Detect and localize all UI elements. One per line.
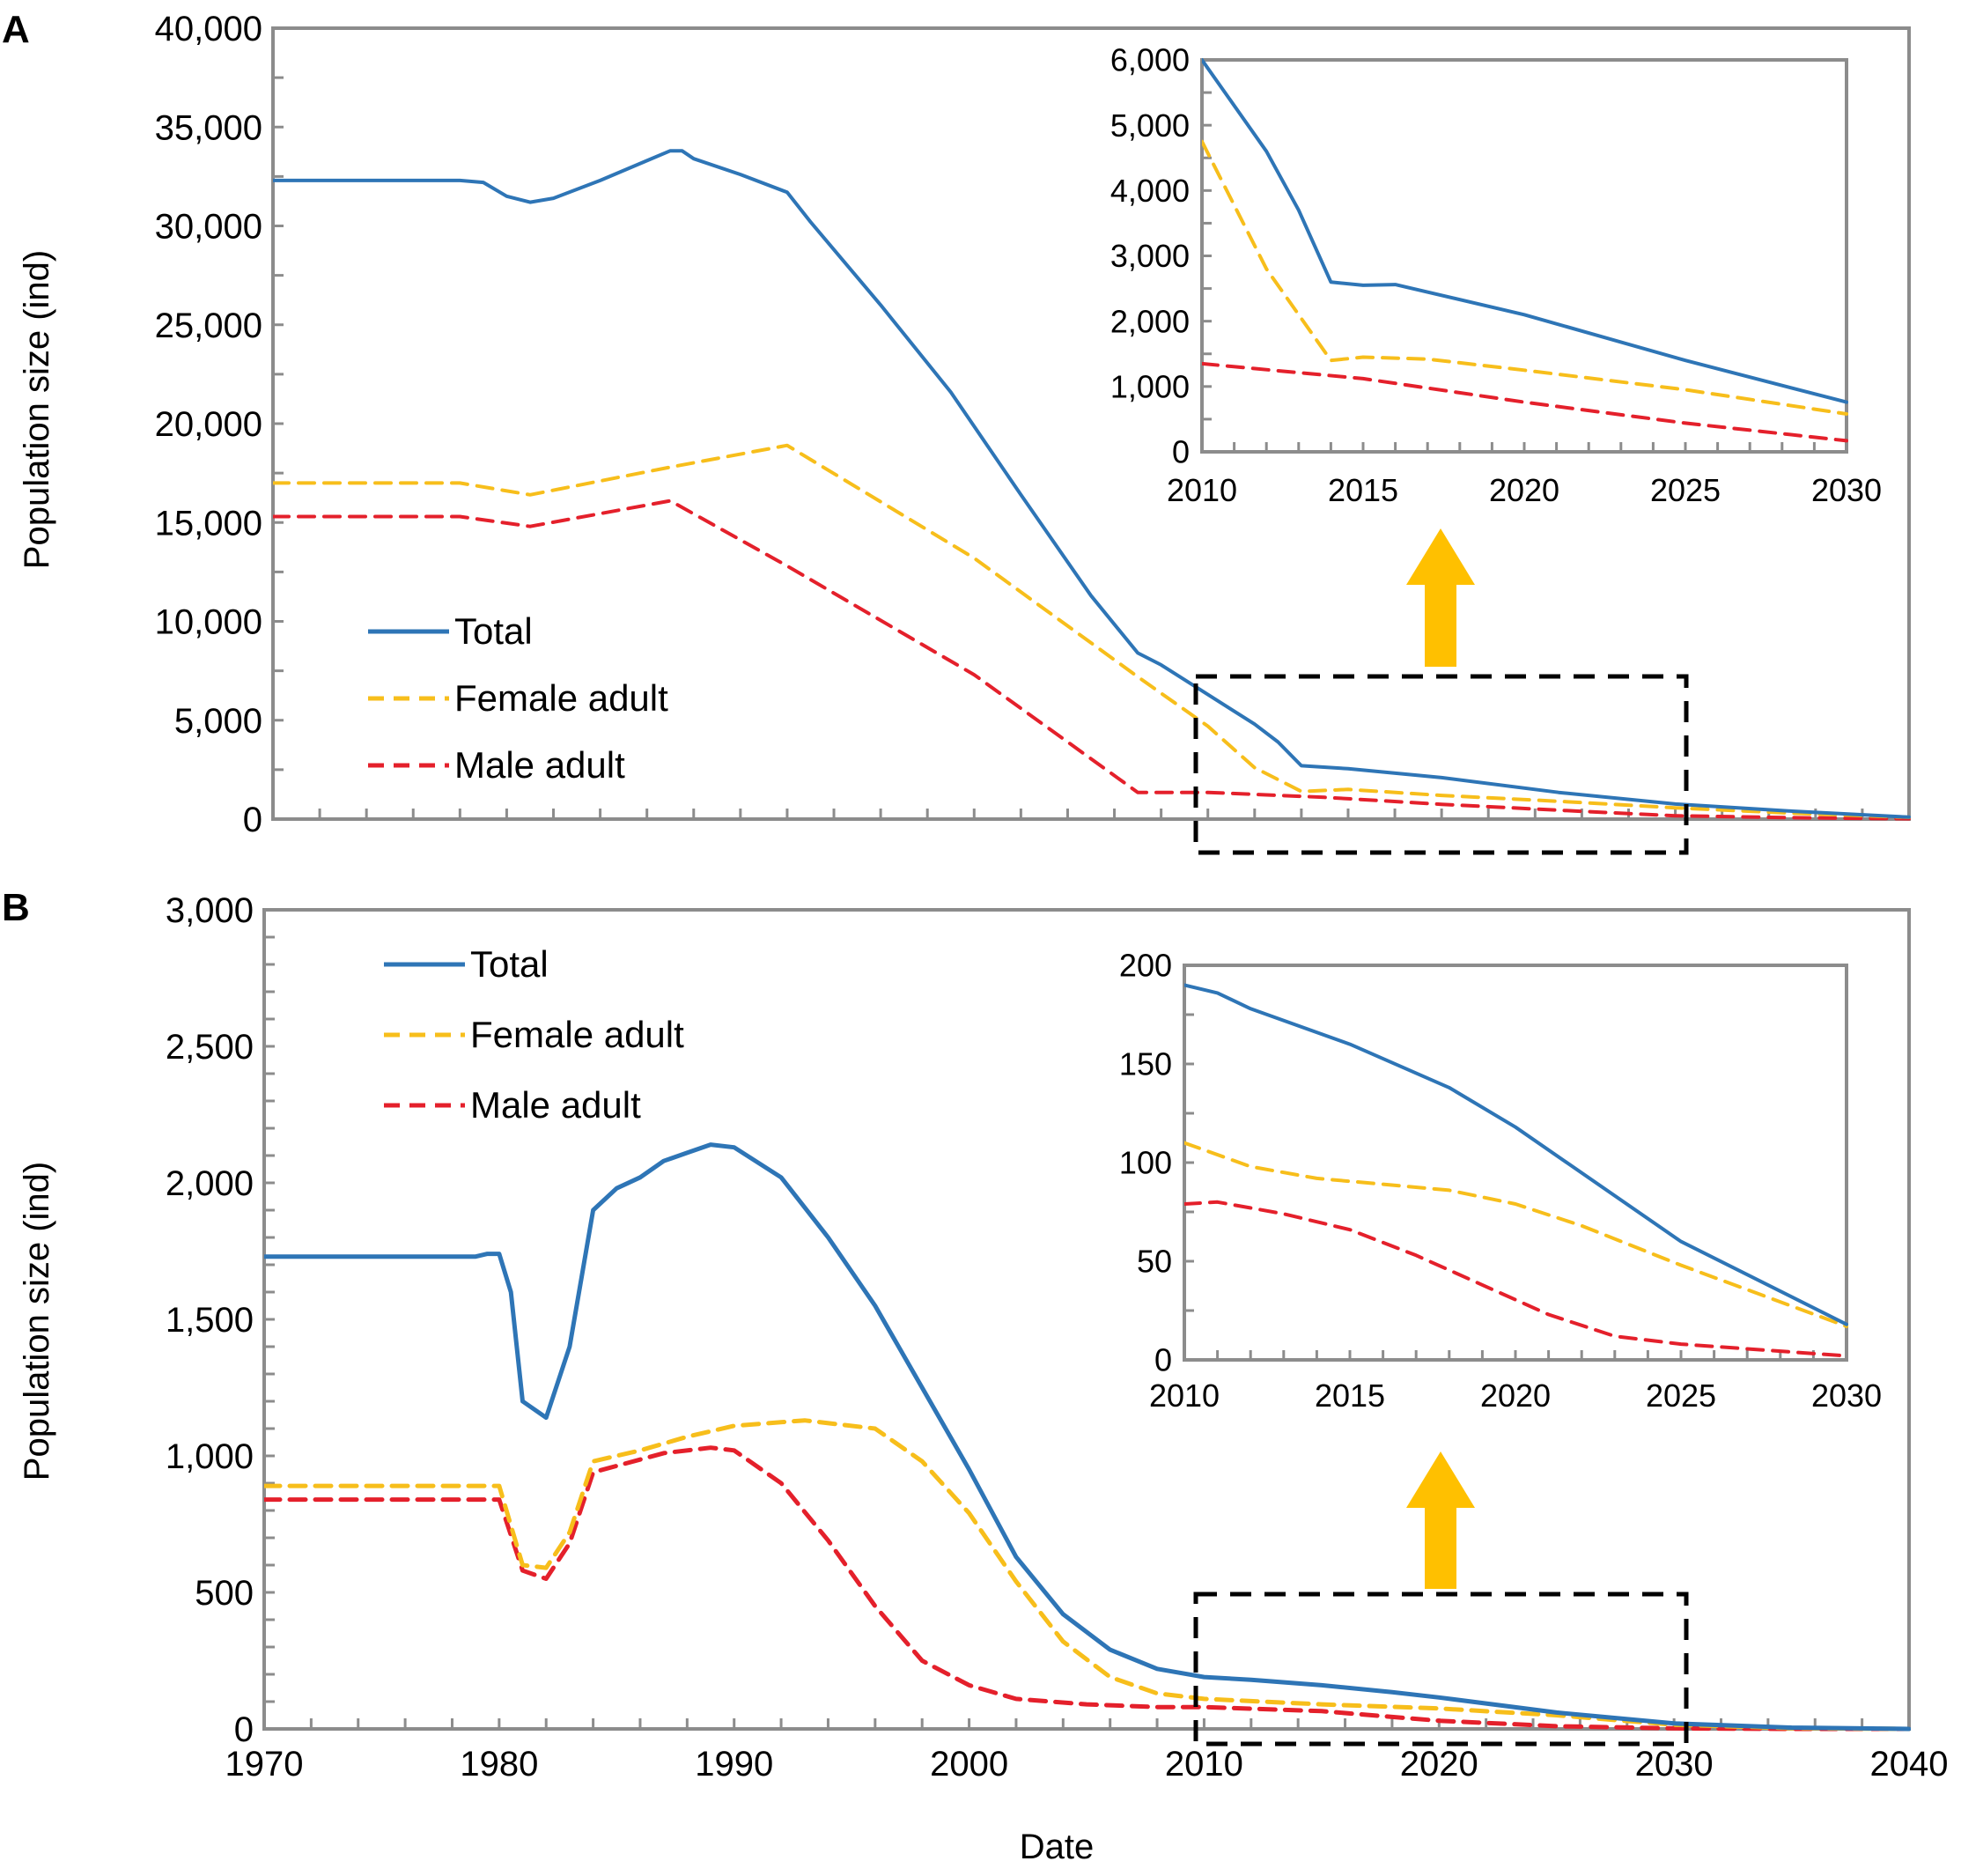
panel-a-inset-x-tick-label: 2025 [1650,472,1721,508]
panel-a-inset-x-tick-label: 2015 [1328,472,1398,508]
panel-a-inset-y-tick-label: 4,000 [1110,173,1190,209]
panel-b-y-tick-label: 3,000 [166,891,254,930]
panel-a-legend-label-female: Female adult [454,677,668,719]
panel-b-y-axis-label: Population size (ind) [18,1162,56,1481]
panel-a-series-group [273,149,1911,821]
panel-b-zoom-arrow [1406,1451,1475,1589]
panel-a-inset-series-group [1202,58,1848,443]
panel-a-inset-y-tick-label: 5,000 [1110,107,1190,144]
panel-a-inset-x-tick-label: 2020 [1489,472,1559,508]
panel-a: A Population size (ind) 0 5,000 10,000 15,0… [2,8,1911,855]
panel-a-y-tick-label: 25,000 [155,307,262,345]
panel-b-zoom-box [1193,1592,1689,1747]
panel-a-legend-label-total: Total [454,610,533,652]
panel-b-y-tick-label: 500 [195,1574,254,1613]
panel-a-series-total [273,149,1911,819]
panel-a-inset-y-tick-label: 3,000 [1110,238,1190,274]
panel-b-label: B [2,886,30,929]
panel-b-y-tick-label: 2,000 [166,1164,254,1203]
panel-a-y-tick-label: 0 [243,801,262,839]
panel-b-inset-series-group [1184,983,1848,1358]
panel-b-series-male [264,1445,1911,1732]
panel-a-y-tick-label: 5,000 [174,702,262,741]
panel-b-legend: Total Female adult Male adult [384,943,684,1126]
panel-a-inset-x-tick-label: 2010 [1167,472,1237,508]
panel-a-zoom-arrow [1406,528,1475,667]
panel-a-inset-plot: 0 1,000 2,000 3,000 4,000 5,000 6,000 2010 2015 2… [1110,42,1882,508]
panel-b-x-tick-label: 2030 [1635,1745,1714,1784]
panel-a-inset-y-tick-label: 0 [1172,434,1190,470]
panel-a-inset-series-female [1202,139,1848,416]
panel-b-x-tick-label: 1970 [225,1745,304,1784]
panel-b-x-tick-label: 2000 [930,1745,1008,1784]
panel-a-y-tick-label: 30,000 [155,208,262,247]
panel-a-legend-label-male: Male adult [454,744,625,786]
panel-b-inset-x-tick-label: 2020 [1480,1377,1551,1414]
panel-b-inset-series-total [1184,983,1848,1326]
panel-b-x-tick-label: 2020 [1400,1745,1478,1784]
panel-b-inset-y-tick-label: 50 [1137,1244,1172,1280]
panel-b-x-tick-label: 1980 [460,1745,538,1784]
panel-a-y-tick-label: 35,000 [155,108,262,147]
panel-b-legend-label-total: Total [470,943,549,985]
panel-a-inset-y-tick-label: 2,000 [1110,303,1190,339]
panel-b-inset-y-tick-label: 100 [1119,1145,1172,1181]
panel-a-series-female [273,443,1911,819]
panel-a-inset-x-tick-label: 2030 [1811,472,1882,508]
panel-a-plot: 0 5,000 10,000 15,000 20,000 25,000 30,000 35,0… [155,10,1911,839]
panel-b-series-total [264,1142,1911,1732]
panel-b-inset-x-tick-label: 2030 [1811,1377,1882,1414]
panel-a-y-tick-label: 10,000 [155,603,262,642]
panel-b-y-tick-label: 2,500 [166,1028,254,1067]
panel-b-inset-y-tick-label: 0 [1154,1342,1172,1378]
panel-b-y-tick-label: 0 [234,1710,254,1749]
panel-b-series-group [264,1142,1911,1732]
panel-b-series-female [264,1418,1911,1732]
panel-a-inset-series-male [1202,361,1848,443]
panel-a-y-axis-label: Population size (ind) [18,250,56,569]
x-axis-label: Date [1020,1828,1095,1866]
panel-b-inset-x-tick-label: 2010 [1149,1377,1220,1414]
panel-b-inset-series-male [1184,1200,1848,1358]
panel-b-y-tick-label: 1,000 [166,1437,254,1476]
panel-b-x-tick-label: 2010 [1165,1745,1243,1784]
panel-a-inset-y-tick-label: 1,000 [1110,368,1190,404]
panel-a-label: A [2,8,30,51]
panel-b-x-tick-label: 2040 [1870,1745,1949,1784]
panel-b-inset-y-tick-label: 150 [1119,1046,1172,1082]
panel-a-inset-y-tick-label: 6,000 [1110,42,1190,78]
panel-a-y-tick-label: 15,000 [155,504,262,543]
panel-b-inset-series-female [1184,1141,1848,1328]
panel-b-inset-y-tick-label: 200 [1119,948,1172,984]
panel-a-zoom-box [1193,674,1689,855]
panel-b-inset-x-tick-label: 2015 [1315,1377,1385,1414]
panel-a-y-tick-label: 20,000 [155,405,262,444]
panel-a-inset-series-total [1202,58,1848,404]
panel-a-y-tick-label: 40,000 [155,10,262,48]
panel-b-x-tick-label: 1990 [695,1745,773,1784]
panel-b-y-tick-label: 1,500 [166,1301,254,1340]
panel-b-legend-label-female: Female adult [470,1014,684,1055]
panel-a-series-male [273,499,1911,821]
panel-b-inset-plot: 0 50 100 150 200 2010 2015 2020 2025 2030 [1119,948,1882,1414]
panel-b-legend-label-male: Male adult [470,1084,641,1126]
panel-b: B Population size (ind) 05001,0001,5002,… [2,886,1948,1784]
panel-b-inset-x-tick-label: 2025 [1646,1377,1716,1414]
panel-a-inset-frame [1200,58,1848,454]
panel-a-legend: Total Female adult Male adult [368,610,668,786]
